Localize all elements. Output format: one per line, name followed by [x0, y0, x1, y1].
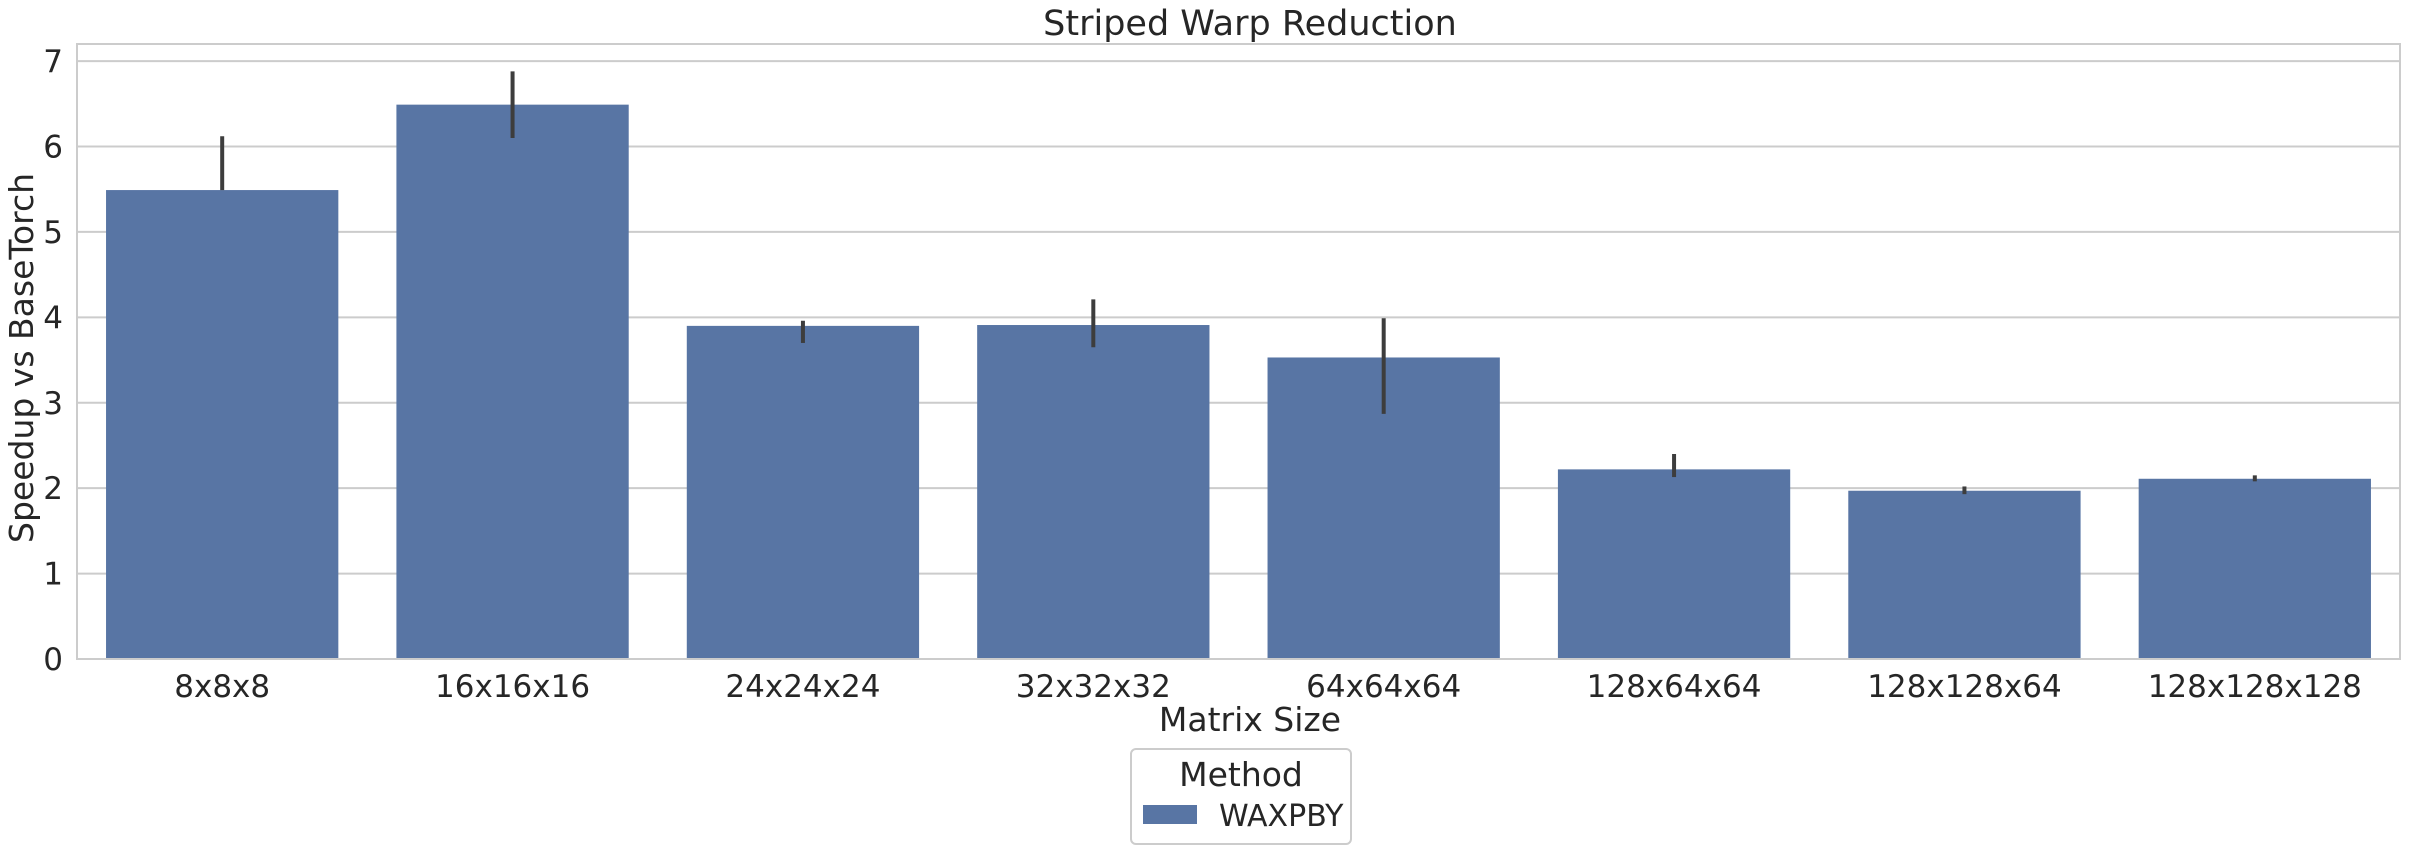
x-tick-label: 32x32x32	[1016, 669, 1171, 705]
y-axis-label: Speedup vs BaseTorch	[2, 173, 41, 543]
y-tick-label: 5	[43, 215, 63, 251]
legend-label: WAXPBY	[1219, 799, 1344, 834]
y-tick-label: 4	[43, 300, 63, 336]
bar-8x8x8	[106, 190, 339, 659]
bar-32x32x32	[977, 325, 1210, 659]
bar-128x128x128	[2138, 478, 2371, 659]
x-tick-label: 24x24x24	[725, 669, 880, 705]
x-tick-label: 8x8x8	[174, 669, 270, 705]
y-tick-label: 0	[43, 642, 63, 678]
bars	[106, 104, 2371, 660]
x-tick-label: 16x16x16	[435, 669, 590, 705]
legend: Method WAXPBY	[1130, 748, 1352, 845]
y-tick-label: 1	[43, 557, 63, 593]
plot-frame	[76, 43, 2401, 660]
x-tick-label: 64x64x64	[1306, 669, 1461, 705]
x-tick-label: 128x64x64	[1587, 669, 1762, 705]
y-tick-labels: 0 1 2 3 4 5 6 7	[43, 44, 63, 678]
y-tick-label: 2	[43, 471, 63, 507]
x-tick-label: 128x128x64	[1867, 669, 2061, 705]
bar-16x16x16	[396, 104, 629, 660]
bar-24x24x24	[686, 325, 920, 659]
y-tick-label: 7	[43, 44, 63, 80]
error-bars	[220, 71, 2257, 495]
chart-title: Striped Warp Reduction	[1043, 4, 1457, 44]
legend-swatch	[1143, 805, 1197, 824]
x-tick-labels: 8x8x8 16x16x16 24x24x24 32x32x32 64x64x64 128…	[174, 669, 2362, 705]
x-axis-label: Matrix Size	[1159, 700, 1341, 739]
legend-title: Method	[1179, 755, 1303, 794]
bar-128x128x64	[1848, 490, 2081, 659]
x-tick-label: 128x128x128	[2148, 669, 2362, 705]
bar-128x64x64	[1557, 469, 1791, 659]
y-tick-label: 3	[43, 386, 63, 422]
y-tick-label: 6	[43, 130, 63, 166]
